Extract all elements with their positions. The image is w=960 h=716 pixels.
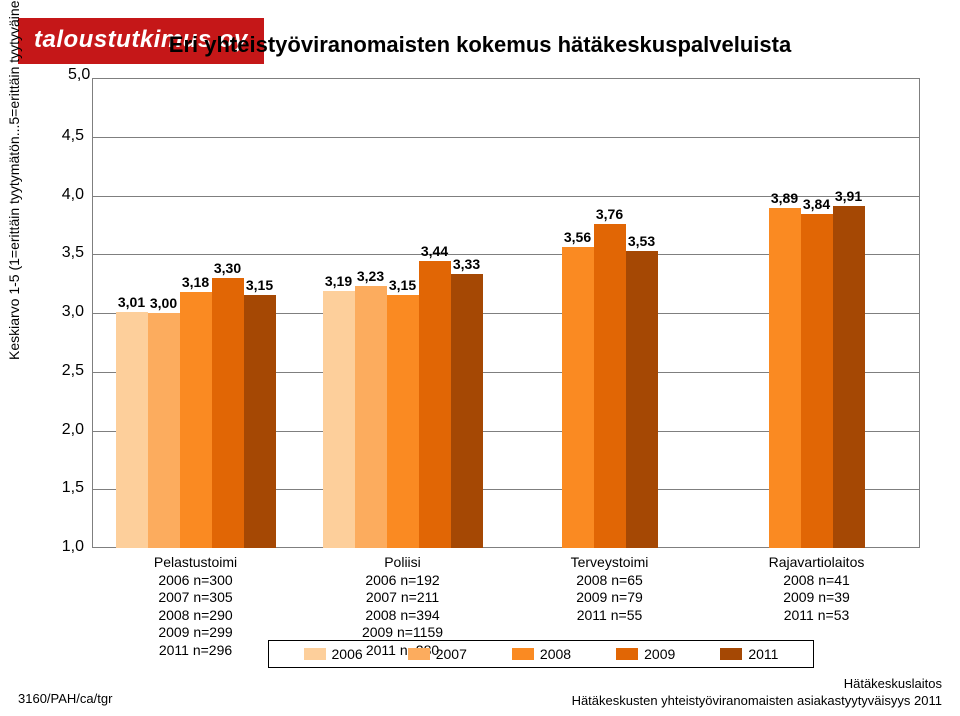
y-tick-label: 4,0 xyxy=(44,186,84,204)
bar-value-label: 3,00 xyxy=(144,295,184,311)
bar xyxy=(594,224,626,548)
legend-item: 2011 xyxy=(720,646,778,662)
chart-title: Eri yhteistyöviranomaisten kokemus hätäk… xyxy=(0,32,960,58)
bar-value-label: 3,53 xyxy=(622,233,662,249)
bar xyxy=(419,261,451,548)
bar-value-label: 3,30 xyxy=(208,260,248,276)
footer-right: Hätäkeskuslaitos Hätäkeskusten yhteistyö… xyxy=(572,676,942,710)
y-max-label: 5,0 xyxy=(68,66,90,84)
bar xyxy=(244,295,276,548)
legend: 2006 2007 2008 2009 2011 xyxy=(268,640,814,668)
bar xyxy=(801,214,833,548)
bar-chart: 1,01,52,02,53,03,54,04,53,013,003,183,30… xyxy=(92,78,920,548)
legend-swatch xyxy=(512,648,534,660)
legend-swatch xyxy=(304,648,326,660)
bar xyxy=(355,286,387,548)
bar-value-label: 3,15 xyxy=(383,277,423,293)
legend-label: 2008 xyxy=(540,646,571,662)
y-tick-label: 4,5 xyxy=(44,127,84,145)
y-tick-label: 3,0 xyxy=(44,303,84,321)
y-tick-label: 1,0 xyxy=(44,538,84,556)
bar xyxy=(148,313,180,548)
bar xyxy=(180,292,212,548)
bar xyxy=(323,291,355,548)
category-label: Terveystoimi2008 n=652009 n=792011 n=55 xyxy=(506,554,713,624)
legend-swatch xyxy=(720,648,742,660)
y-axis-label: Keskiarvo 1-5 (1=erittäin tyytymätön...5… xyxy=(6,0,22,360)
footer-right-1: Hätäkeskuslaitos xyxy=(844,676,942,691)
bar xyxy=(116,312,148,548)
legend-swatch xyxy=(408,648,430,660)
bar-value-label: 3,56 xyxy=(558,229,598,245)
legend-item: 2007 xyxy=(408,646,467,662)
bar-value-label: 3,76 xyxy=(590,206,630,222)
bar xyxy=(833,206,865,548)
bar-value-label: 3,18 xyxy=(176,274,216,290)
legend-item: 2008 xyxy=(512,646,571,662)
legend-item: 2006 xyxy=(304,646,363,662)
bar-value-label: 3,91 xyxy=(829,188,869,204)
bar xyxy=(212,278,244,548)
legend-label: 2006 xyxy=(332,646,363,662)
legend-swatch xyxy=(616,648,638,660)
legend-label: 2011 xyxy=(748,646,778,662)
bar xyxy=(562,247,594,548)
y-tick-label: 1,5 xyxy=(44,479,84,497)
bar xyxy=(387,295,419,548)
bar xyxy=(769,208,801,548)
gridline xyxy=(92,137,920,138)
y-tick-label: 2,5 xyxy=(44,362,84,380)
footer-left: 3160/PAH/ca/tgr xyxy=(18,691,112,706)
bar xyxy=(451,274,483,548)
y-tick-label: 3,5 xyxy=(44,244,84,262)
bar xyxy=(626,251,658,548)
bar-value-label: 3,33 xyxy=(447,256,487,272)
legend-label: 2009 xyxy=(644,646,675,662)
y-tick-label: 2,0 xyxy=(44,421,84,439)
footer-right-2: Hätäkeskusten yhteistyöviranomaisten asi… xyxy=(572,693,942,708)
legend-item: 2009 xyxy=(616,646,675,662)
category-label: Rajavartiolaitos2008 n=412009 n=392011 n… xyxy=(713,554,920,624)
bar-value-label: 3,15 xyxy=(240,277,280,293)
legend-label: 2007 xyxy=(436,646,467,662)
